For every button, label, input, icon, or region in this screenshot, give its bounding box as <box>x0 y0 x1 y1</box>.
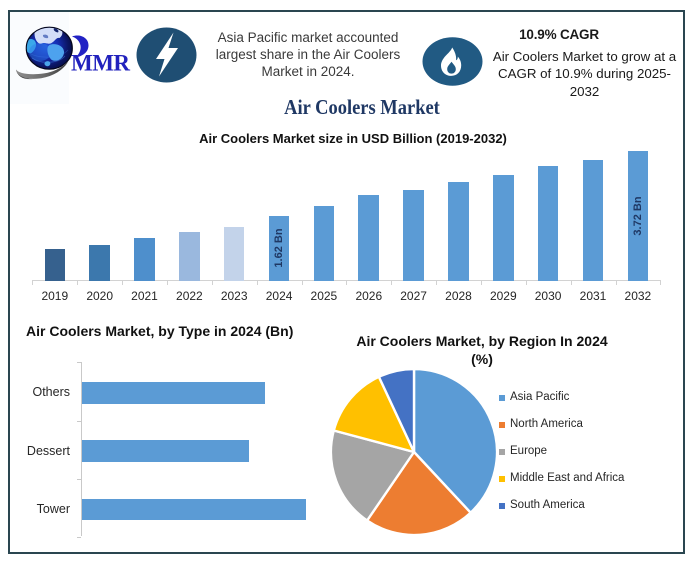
svg-text:MMR: MMR <box>71 51 130 76</box>
